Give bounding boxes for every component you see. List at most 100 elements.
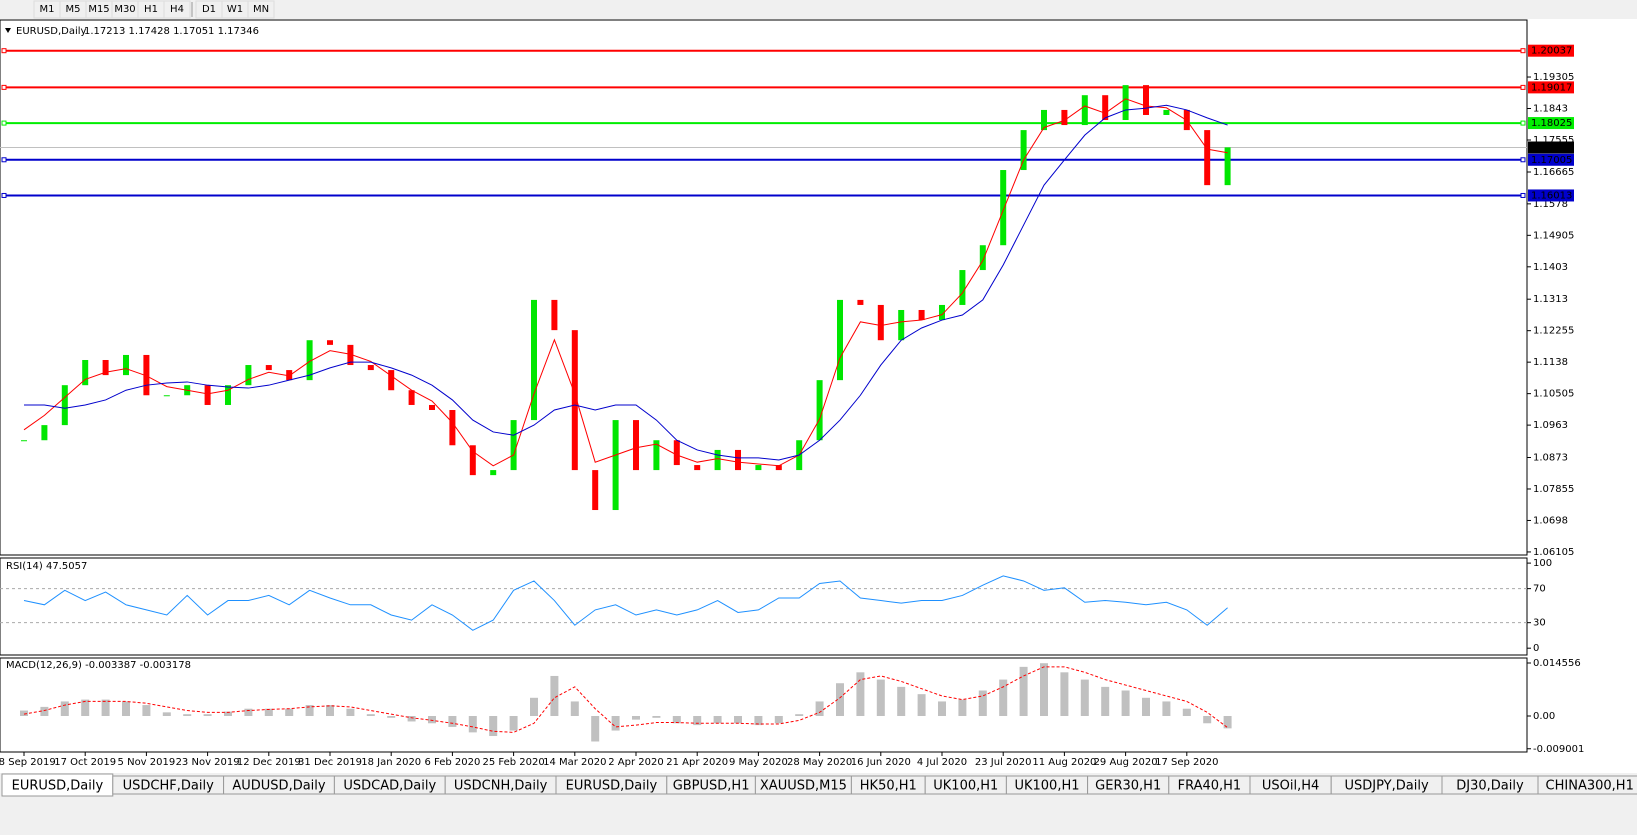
y-tick-label: 1.10505 <box>1533 389 1574 400</box>
y-tick-label: 1.0963 <box>1533 420 1568 431</box>
candle <box>939 304 945 321</box>
level-handle <box>1520 84 1526 90</box>
candle <box>694 465 701 471</box>
timeframe-label[interactable]: H4 <box>170 4 184 15</box>
chart-tab-label[interactable]: UK100,H1 <box>933 779 998 794</box>
macd-bar <box>530 697 538 716</box>
candle <box>41 425 48 441</box>
chart-tab-label[interactable]: USDJPY,Daily <box>1345 779 1429 794</box>
chart-tab-label[interactable]: USDCHF,Daily <box>123 779 214 794</box>
candle <box>1102 95 1109 121</box>
y-tick-label: 1.19305 <box>1533 72 1574 83</box>
macd-bar <box>652 715 661 718</box>
y-tick-label: 1.0698 <box>1533 515 1568 526</box>
chart-tab-label[interactable]: FRA40,H1 <box>1178 779 1242 794</box>
macd-bar <box>81 699 90 716</box>
chart-tab[interactable] <box>1537 775 1637 795</box>
macd-bar <box>876 679 885 716</box>
timeframe-label[interactable]: H1 <box>144 4 158 15</box>
macd-bar <box>244 708 253 716</box>
macd-bar <box>264 708 273 716</box>
candle <box>653 440 660 471</box>
y-tick-label: 0.014556 <box>1533 658 1581 669</box>
candle <box>143 354 150 396</box>
macd-bar <box>795 714 804 716</box>
timeframe-label[interactable]: M30 <box>114 4 135 15</box>
level-handle <box>1 84 7 90</box>
rsi-pane <box>0 557 1528 656</box>
level-tag <box>1528 117 1574 130</box>
level-handle <box>1 48 7 54</box>
macd-bar <box>1101 686 1110 716</box>
macd-bar <box>326 705 334 716</box>
timeframe-button[interactable] <box>247 0 275 19</box>
candle <box>959 270 966 305</box>
chart-tab-label[interactable]: USDCNH,Daily <box>454 779 548 794</box>
chart-tab-label[interactable]: DJ30,Daily <box>1456 779 1524 794</box>
level-label: 1.18025 <box>1531 118 1572 129</box>
y-tick-label: 30 <box>1533 618 1546 629</box>
macd-bar <box>632 715 640 720</box>
timeframe-label[interactable]: MN <box>253 4 269 15</box>
timeframe-label[interactable]: M15 <box>88 4 109 15</box>
chart-tab-label[interactable]: HK50,H1 <box>860 779 917 794</box>
candle <box>327 340 333 345</box>
candle <box>755 465 762 471</box>
timeframe-label[interactable]: M5 <box>66 4 81 15</box>
macd-bar <box>142 705 151 716</box>
macd-bar <box>754 715 763 726</box>
chart-tab-label[interactable]: USOil,H4 <box>1262 779 1319 794</box>
chart-tab-label[interactable]: EURUSD,Daily <box>12 779 104 794</box>
candle <box>225 385 231 405</box>
macd-bar <box>938 701 946 716</box>
macd-bar <box>101 699 110 716</box>
macd-bar <box>856 672 865 716</box>
chart-tab-label[interactable]: EURUSD,Daily <box>566 779 658 794</box>
x-tick-label: 23 Jul 2020 <box>975 757 1032 768</box>
candle <box>1061 109 1068 126</box>
candle <box>918 309 925 321</box>
candle <box>245 365 252 386</box>
timeframe-label[interactable]: D1 <box>202 4 216 15</box>
level-label: 1.17005 <box>1531 155 1572 166</box>
candle <box>633 420 639 471</box>
y-tick-label: 1.0873 <box>1533 452 1568 463</box>
x-tick-label: 4 Jul 2020 <box>917 757 967 768</box>
macd-bar <box>693 715 702 726</box>
current-price-tag <box>1528 141 1574 154</box>
x-tick-label: 9 May 2020 <box>729 757 788 768</box>
level-label: 1.16013 <box>1531 190 1572 201</box>
x-tick-label: 16 Jun 2020 <box>851 757 911 768</box>
macd-bar <box>285 708 294 716</box>
macd-bar <box>224 711 232 716</box>
toolbar <box>0 0 1637 19</box>
chart-tab-label[interactable]: USDCAD,Daily <box>343 779 436 794</box>
chart-tab-label[interactable]: XAUUSD,M15 <box>760 779 847 794</box>
x-tick-label: 29 Aug 2020 <box>1094 757 1158 768</box>
macd-bar <box>978 690 987 716</box>
macd-bar <box>999 679 1008 716</box>
chart-tab-label[interactable]: GER30,H1 <box>1095 779 1161 794</box>
chart-tab-label[interactable]: UK100,H1 <box>1014 779 1079 794</box>
rsi-line <box>23 575 1228 631</box>
macd-bar <box>428 715 436 724</box>
timeframe-button[interactable] <box>163 0 191 19</box>
timeframe-label[interactable]: M1 <box>40 4 55 15</box>
price-pane <box>0 19 1528 556</box>
y-tick-label: 1.1313 <box>1533 294 1568 305</box>
candle <box>673 440 680 466</box>
candle <box>367 365 374 371</box>
y-tick-label: 1.1138 <box>1533 357 1568 368</box>
candle <box>123 354 129 376</box>
macd-bar <box>713 715 722 724</box>
candle <box>408 390 415 405</box>
timeframe-label[interactable]: W1 <box>227 4 243 15</box>
x-tick-label: 23 Nov 2019 <box>176 757 240 768</box>
candle <box>1224 147 1231 186</box>
chart-tab-label[interactable]: AUDUSD,Daily <box>232 779 326 794</box>
macd-bar <box>60 701 69 716</box>
ohlc-text: 1.17213 1.17428 1.17051 1.17346 <box>84 26 259 37</box>
chart-tab-label[interactable]: GBPUSD,H1 <box>673 779 750 794</box>
chart-tab-label[interactable]: CHINA300,H1 <box>1546 779 1634 794</box>
